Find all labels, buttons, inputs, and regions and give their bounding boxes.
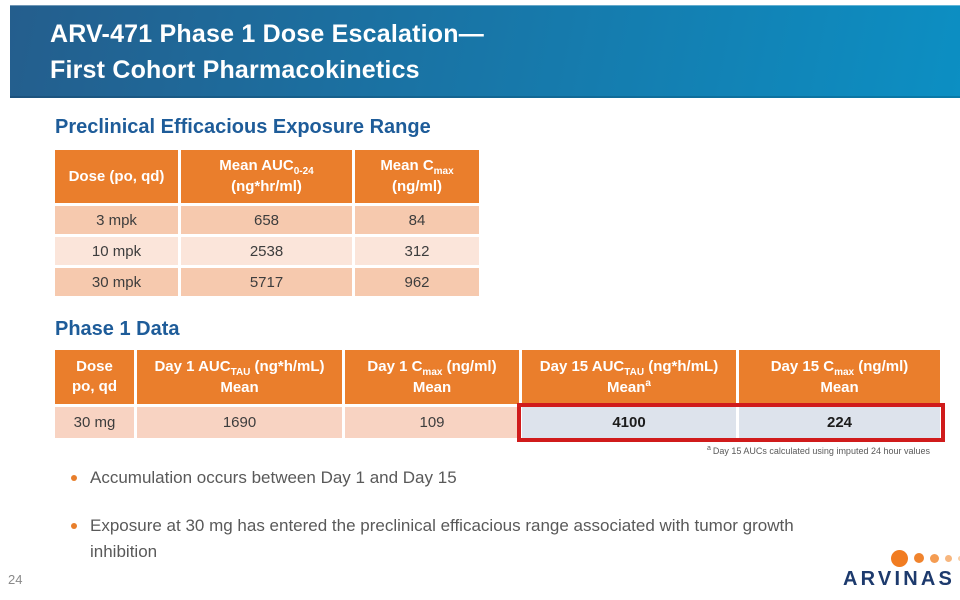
col-label-line1: Day 1 AUCTAU (ng*h/mL) bbox=[154, 357, 325, 378]
title-banner: ARV-471 Phase 1 Dose Escalation— First C… bbox=[10, 5, 960, 98]
bullet-item: Accumulation occurs between Day 1 and Da… bbox=[71, 465, 457, 491]
table-cell: 5717 bbox=[181, 268, 352, 296]
logo-wordmark: ARVINAS bbox=[843, 568, 956, 590]
table-cell: 3 mpk bbox=[55, 206, 178, 234]
bullet-icon bbox=[71, 523, 77, 529]
bullet-text: Accumulation occurs between Day 1 and Da… bbox=[90, 468, 457, 487]
table-cell: 30 mg bbox=[55, 407, 134, 438]
col-label-line1: Mean Cmax bbox=[380, 157, 454, 177]
arvinas-logo: ARVINAS bbox=[843, 549, 960, 591]
col-label-line2: po, qd bbox=[72, 378, 117, 395]
col-label-line2: Mean bbox=[820, 378, 859, 396]
phase1-col-dose: Dose po, qd bbox=[55, 350, 134, 404]
phase1-col-day1-auc: Day 1 AUCTAU (ng*h/mL) Mean bbox=[137, 350, 342, 404]
table-cell: 10 mpk bbox=[55, 237, 178, 265]
preclinical-col-auc: Mean AUC0-24 (ng*hr/ml) bbox=[181, 150, 352, 203]
slide-title: ARV-471 Phase 1 Dose Escalation— First C… bbox=[10, 6, 960, 88]
col-label-line2: (ng/ml) bbox=[392, 178, 442, 195]
col-label-line1: Dose bbox=[76, 358, 113, 375]
preclinical-heading: Preclinical Efficacious Exposure Range bbox=[55, 116, 431, 138]
page-number: 24 bbox=[8, 572, 23, 587]
preclinical-col-dose: Dose (po, qd) bbox=[55, 150, 178, 203]
table-cell: 109 bbox=[345, 407, 519, 438]
phase1-col-day1-cmax: Day 1 Cmax (ng/ml) Mean bbox=[345, 350, 519, 404]
phase1-col-day15-auc: Day 15 AUCTAU (ng*h/mL) Meana bbox=[522, 350, 736, 404]
footnote: a Day 15 AUCs calculated using imputed 24… bbox=[707, 445, 930, 456]
table-cell: 962 bbox=[355, 268, 479, 296]
table-cell: 30 mpk bbox=[55, 268, 178, 296]
table-cell-highlighted: 4100 bbox=[522, 407, 736, 438]
phase1-col-day15-cmax: Day 15 Cmax (ng/ml) Mean bbox=[739, 350, 940, 404]
col-label-line2: Meana bbox=[607, 377, 651, 396]
preclinical-col-cmax: Mean Cmax (ng/ml) bbox=[355, 150, 479, 203]
table-cell-highlighted: 224 bbox=[739, 407, 940, 438]
bullet-item: Exposure at 30 mg has entered the precli… bbox=[71, 513, 795, 565]
col-label: Dose (po, qd) bbox=[68, 167, 165, 185]
table-cell: 312 bbox=[355, 237, 479, 265]
col-label-line1: Day 15 Cmax (ng/ml) bbox=[770, 357, 909, 378]
phase1-table: Dose po, qd Day 1 AUCTAU (ng*h/mL) Mean … bbox=[55, 350, 940, 438]
logo-dots-icon bbox=[891, 549, 960, 567]
table-cell: 1690 bbox=[137, 407, 342, 438]
slide-title-line1: ARV-471 Phase 1 Dose Escalation— bbox=[50, 20, 484, 48]
col-label-line1: Day 15 AUCTAU (ng*h/mL) bbox=[539, 357, 719, 378]
col-label-line2: Mean bbox=[220, 378, 259, 396]
bullet-text: Exposure at 30 mg has entered the precli… bbox=[90, 516, 794, 561]
col-label-line1: Day 1 Cmax (ng/ml) bbox=[367, 357, 497, 378]
preclinical-table: Dose (po, qd) Mean AUC0-24 (ng*hr/ml) Me… bbox=[55, 150, 479, 296]
footnote-text: Day 15 AUCs calculated using imputed 24 … bbox=[712, 446, 930, 456]
phase1-heading: Phase 1 Data bbox=[55, 318, 180, 340]
table-cell: 2538 bbox=[181, 237, 352, 265]
table-cell: 84 bbox=[355, 206, 479, 234]
table-cell: 658 bbox=[181, 206, 352, 234]
slide-title-line2: First Cohort Pharmacokinetics bbox=[50, 56, 420, 84]
col-label-line2: Mean bbox=[412, 378, 452, 396]
bullet-icon bbox=[71, 475, 77, 481]
footnote-marker: a bbox=[706, 445, 711, 452]
col-label-line2: (ng*hr/ml) bbox=[231, 178, 302, 195]
col-label-line1: Mean AUC0-24 bbox=[219, 157, 314, 177]
